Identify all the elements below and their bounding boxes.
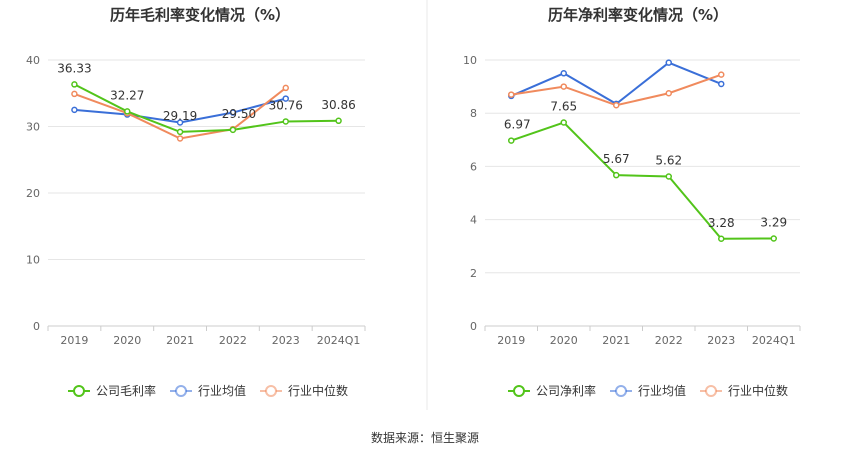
y-tick-label: 8 bbox=[470, 107, 477, 120]
chart-title: 历年毛利率变化情况（%） bbox=[110, 6, 290, 24]
data-label: 5.62 bbox=[655, 154, 682, 168]
data-label: 7.65 bbox=[550, 100, 577, 114]
y-tick-label: 20 bbox=[26, 187, 40, 200]
data-point-avg bbox=[71, 106, 78, 114]
legend-swatch-marker bbox=[73, 385, 85, 397]
data-point-median bbox=[718, 71, 725, 78]
x-tick-label: 2023 bbox=[707, 334, 735, 347]
legend-label: 行业均值 bbox=[638, 383, 686, 398]
series-line-company bbox=[510, 121, 774, 240]
legend-swatch-marker bbox=[705, 385, 717, 397]
chart-title: 历年净利率变化情况（%） bbox=[548, 6, 728, 24]
x-tick-label: 2022 bbox=[655, 334, 683, 347]
data-point-company bbox=[124, 108, 131, 115]
x-tick-label: 2021 bbox=[166, 334, 194, 347]
data-point-company bbox=[176, 128, 184, 136]
data-point-company bbox=[229, 126, 237, 134]
data-point-company bbox=[335, 117, 342, 125]
x-tick-label: 2020 bbox=[113, 334, 141, 347]
legend-label: 公司净利率 bbox=[536, 383, 596, 398]
data-point-company bbox=[665, 173, 672, 180]
data-point-avg bbox=[229, 109, 237, 116]
data-label: 30.86 bbox=[321, 98, 355, 112]
x-tick-label: 2024Q1 bbox=[752, 334, 796, 347]
data-label: 3.29 bbox=[760, 215, 787, 229]
data-point-company bbox=[71, 81, 78, 88]
data-point-company bbox=[282, 118, 289, 125]
y-tick-label: 4 bbox=[470, 214, 477, 227]
data-point-company bbox=[508, 137, 515, 144]
data-point-median bbox=[665, 90, 672, 97]
data-label: 3.28 bbox=[708, 216, 735, 230]
data-label: 30.76 bbox=[269, 98, 303, 112]
y-tick-label: 10 bbox=[463, 54, 477, 67]
legend-label: 行业中位数 bbox=[288, 383, 348, 398]
x-tick-label: 2019 bbox=[60, 334, 88, 347]
y-tick-label: 2 bbox=[470, 267, 477, 280]
x-tick-label: 2024Q1 bbox=[317, 334, 361, 347]
x-tick-label: 2023 bbox=[272, 334, 300, 347]
data-point-avg bbox=[665, 59, 672, 66]
data-point-avg bbox=[282, 95, 289, 102]
data-point-company bbox=[770, 235, 777, 242]
data-point-median bbox=[613, 101, 620, 109]
legend-label: 公司毛利率 bbox=[96, 383, 156, 398]
legend-swatch-marker bbox=[175, 385, 187, 397]
net-margin-chart: 历年净利率变化情况（%） 0 2 4 6 8 10 2019 2020 2021 2022 2023 2… bbox=[463, 6, 801, 398]
data-point-avg bbox=[176, 119, 184, 126]
data-point-median bbox=[508, 91, 515, 98]
data-point-avg bbox=[560, 70, 567, 77]
data-point-company bbox=[613, 171, 620, 179]
data-point-median bbox=[71, 90, 78, 98]
data-point-company bbox=[718, 235, 725, 243]
y-tick-label: 6 bbox=[470, 160, 477, 173]
data-label: 29.19 bbox=[163, 109, 197, 123]
series-line-company bbox=[73, 83, 339, 133]
gross-margin-chart: 历年毛利率变化情况（%） 0 10 20 30 40 2019 2020 2021 2022 202… bbox=[26, 6, 366, 398]
y-tick-label: 0 bbox=[470, 320, 477, 333]
y-tick-label: 30 bbox=[26, 121, 40, 134]
data-label: 36.33 bbox=[57, 61, 91, 75]
series-line-median bbox=[511, 73, 722, 107]
data-point-median bbox=[560, 83, 567, 90]
y-tick-label: 10 bbox=[26, 254, 40, 267]
data-label: 32.27 bbox=[110, 88, 144, 102]
y-tick-label: 40 bbox=[26, 54, 40, 67]
legend-label: 行业均值 bbox=[198, 383, 246, 398]
data-point-median bbox=[282, 84, 289, 92]
x-tick-label: 2019 bbox=[497, 334, 525, 347]
data-point-median bbox=[176, 135, 184, 142]
data-point-company bbox=[560, 119, 567, 126]
x-tick-label: 2022 bbox=[219, 334, 247, 347]
y-tick-label: 0 bbox=[33, 320, 40, 333]
data-label: 5.67 bbox=[603, 152, 630, 166]
x-tick-label: 2020 bbox=[550, 334, 578, 347]
data-source: 数据来源：恒生聚源 bbox=[371, 430, 479, 445]
legend-swatch-marker bbox=[513, 385, 525, 397]
legend-swatch-marker bbox=[615, 385, 627, 397]
legend-swatch-marker bbox=[265, 385, 277, 397]
series-line-avg bbox=[510, 61, 722, 106]
data-label: 6.97 bbox=[504, 118, 531, 132]
legend-label: 行业中位数 bbox=[728, 383, 788, 398]
x-tick-label: 2021 bbox=[602, 334, 630, 347]
data-point-avg bbox=[718, 80, 725, 88]
data-label: 29.50 bbox=[222, 107, 256, 121]
